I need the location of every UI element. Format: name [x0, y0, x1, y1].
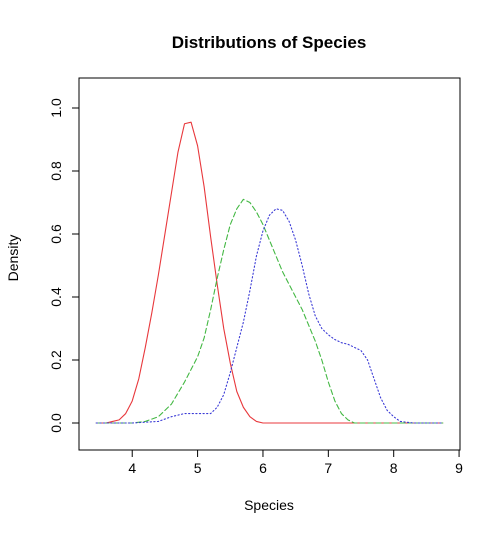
series-layer	[95, 121, 444, 424]
y-tick-label: 0.8	[48, 161, 64, 181]
y-tick-label: 1.0	[48, 98, 64, 118]
x-axis-label: Species	[244, 497, 294, 513]
y-tick-label: 0.0	[48, 413, 64, 433]
y-tick-label: 0.6	[48, 224, 64, 244]
y-axis-label: Density	[5, 235, 21, 282]
x-tick-label: 5	[194, 460, 202, 476]
x-tick-label: 9	[455, 460, 463, 476]
x-tick-label: 8	[390, 460, 398, 476]
y-tick-label: 0.2	[48, 350, 64, 370]
x-tick-label: 4	[128, 460, 136, 476]
y-tick-label: 0.4	[48, 287, 64, 307]
x-axis: 4 5 6 7 8 9	[128, 449, 463, 476]
chart-title: Distributions of Species	[172, 33, 367, 52]
density-series-2-line	[95, 198, 444, 424]
y-axis: 0.0 0.2 0.4 0.6 0.8 1.0	[48, 98, 80, 433]
density-series-3-line	[95, 208, 444, 424]
x-tick-label: 7	[324, 460, 332, 476]
x-tick-label: 6	[259, 460, 267, 476]
density-series-1-line	[95, 121, 444, 424]
